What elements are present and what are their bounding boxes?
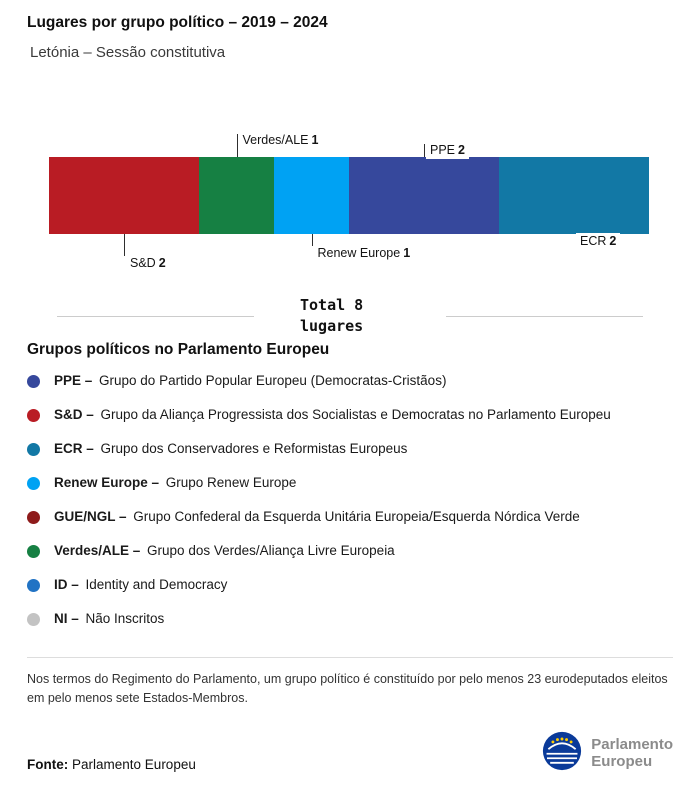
bar-segment-renew-europe	[274, 157, 349, 234]
callout-label-ppe: PPE 2	[426, 142, 469, 159]
legend-dot	[27, 476, 40, 490]
legend-dot	[27, 544, 40, 558]
logo-line1: Parlamento	[591, 736, 673, 753]
legend-label: ECR – Grupo dos Conservadores e Reformis…	[54, 441, 408, 456]
legend-list: PPE – Grupo do Partido Popular Europeu (…	[27, 373, 673, 627]
callout-line-ppe	[424, 144, 425, 157]
legend-item-ppe: PPE – Grupo do Partido Popular Europeu (…	[27, 373, 673, 389]
bar-segment-ppe	[349, 157, 499, 234]
seat-bar-chart: S&D 2 Verdes/ALE 1 Renew Europe 1 PPE 2 ECR 2	[49, 101, 649, 279]
total-rule-left	[57, 315, 254, 317]
callout-label-s-d: S&D 2	[126, 255, 170, 272]
legend-label: ID – Identity and Democracy	[54, 577, 228, 592]
legend-label: GUE/NGL – Grupo Confederal da Esquerda U…	[54, 509, 580, 524]
legend-label: NI – Não Inscritos	[54, 611, 165, 626]
legend-dot	[27, 408, 40, 422]
legend-label: S&D – Grupo da Aliança Progressista dos …	[54, 407, 611, 422]
legend-item-ni: NI – Não Inscritos	[27, 611, 673, 627]
legend-label: Verdes/ALE – Grupo dos Verdes/Aliança Li…	[54, 543, 395, 558]
total-label: Total 8 lugares	[300, 296, 364, 335]
callout-label-ecr: ECR 2	[576, 233, 621, 250]
source-label: Fonte:	[27, 756, 69, 772]
seat-bar	[49, 157, 649, 234]
legend-item-id: ID – Identity and Democracy	[27, 577, 673, 593]
logo-line2: Europeu	[591, 753, 653, 771]
bar-segment-ecr	[499, 157, 649, 234]
bar-segment-s-d	[49, 157, 199, 234]
legend-dot	[27, 374, 40, 388]
source-value: Parlamento Europeu	[72, 756, 196, 772]
legend-dot	[27, 612, 40, 626]
legend-dot	[27, 510, 40, 524]
legend-item-gue-ngl: GUE/NGL – Grupo Confederal da Esquerda U…	[27, 509, 673, 525]
footnote: Nos termos do Regimento do Parlamento, u…	[27, 672, 668, 706]
callout-label-renew-europe: Renew Europe 1	[313, 245, 415, 262]
legend-item-ecr: ECR – Grupo dos Conservadores e Reformis…	[27, 441, 673, 457]
legend-item-renew-europe: Renew Europe – Grupo Renew Europe	[27, 475, 673, 491]
legend-dot	[27, 442, 40, 456]
header: Lugares por grupo político – 2019 – 2024…	[0, 0, 700, 61]
callout-line-verdes-ale	[236, 134, 238, 157]
legend: Grupos políticos no Parlamento Europeu P…	[27, 341, 673, 627]
callout-line-s-d	[124, 234, 125, 256]
legend-label: PPE – Grupo do Partido Popular Europeu (…	[54, 373, 447, 388]
page-subtitle: Letónia – Sessão constitutiva	[30, 44, 226, 61]
legend-heading: Grupos políticos no Parlamento Europeu	[27, 341, 330, 358]
legend-label: Renew Europe – Grupo Renew Europe	[54, 475, 297, 490]
bar-segment-verdes-ale	[199, 157, 274, 234]
page-title: Lugares por grupo político – 2019 – 2024	[27, 14, 328, 31]
legend-item-verdes-ale: Verdes/ALE – Grupo dos Verdes/Aliança Li…	[27, 543, 673, 559]
callout-line-renew-europe	[311, 234, 313, 246]
divider	[27, 657, 673, 658]
logo-text: Parlamento Europeu	[591, 736, 673, 771]
legend-item-s-d: S&D – Grupo da Aliança Progressista dos …	[27, 407, 673, 423]
callout-label-verdes-ale: Verdes/ALE 1	[238, 132, 323, 149]
total-rule-right	[446, 315, 643, 317]
eu-flag-icon	[542, 731, 582, 776]
footer: Fonte: Parlamento Europeu Pa	[27, 731, 673, 776]
total-row: Total 8 lugares	[57, 295, 643, 337]
legend-dot	[27, 578, 40, 592]
source-line: Fonte: Parlamento Europeu	[27, 757, 196, 772]
european-parliament-logo: Parlamento Europeu	[542, 731, 673, 776]
